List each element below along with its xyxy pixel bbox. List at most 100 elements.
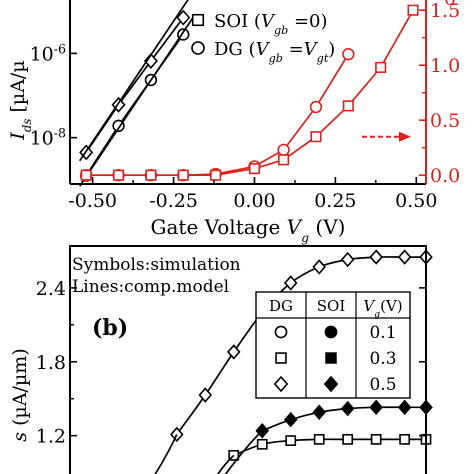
series-a-line: [85, 17, 184, 153]
legend-table-b: DG SOI Vg(V) 0.1 0.3 0.5: [255, 291, 411, 399]
y-left-axis-label-part: I: [7, 132, 29, 141]
data-point: [283, 411, 298, 428]
legend-table-header-vg-part: V: [363, 297, 376, 315]
series-a-3: [78, 0, 189, 162]
legend-label: SOI (Vgb =0): [214, 11, 328, 37]
y-tick-label-b: 2.4: [36, 278, 66, 300]
data-point: [285, 435, 297, 446]
legend-marker: [191, 13, 205, 27]
data-point: [198, 387, 213, 403]
legend-table-header-vg: Vg(V): [363, 297, 402, 320]
data-point: [399, 433, 411, 445]
y-right-tick-label: 0.0: [430, 165, 460, 187]
y-right-tick-label-top: 0: [444, 0, 456, 10]
legend-table-vg-value: 0.5: [369, 375, 396, 395]
y-left-tick-label: 10-8: [30, 125, 66, 150]
series-a-line: [78, 0, 189, 162]
series-b-line: [176, 256, 426, 435]
series-a-5: [79, 47, 355, 182]
series-a-line: [78, 17, 194, 187]
x-tick-label: -0.25: [149, 190, 198, 212]
x-axis-label-part: (V): [309, 215, 345, 239]
legend-table-soi-marker: [324, 325, 338, 339]
data-point: [310, 131, 322, 143]
legend-label-part: V: [256, 39, 271, 60]
x-tick-label: 0.25: [314, 190, 356, 212]
y-left-tick-label-part: -6: [54, 41, 66, 56]
arrow-head: [399, 131, 411, 142]
y-left-tick-label-part: 10: [30, 43, 54, 65]
series-b-3: [228, 433, 432, 461]
data-point: [177, 169, 189, 181]
data-point: [407, 4, 419, 16]
annotation-symbols: Symbols:simulation: [72, 255, 241, 275]
plot-frame-b: [69, 245, 427, 474]
x-tick-label: 0.00: [233, 190, 275, 212]
legend-table-header-soi: SOI: [317, 297, 346, 315]
y-left-tick-label: 10-6: [30, 41, 66, 65]
x-axis-label-part: V: [287, 215, 304, 239]
legend-table-dg-marker: [274, 325, 288, 339]
x-axis-label: Gate Voltage Vg (V): [151, 215, 346, 245]
data-point: [313, 433, 325, 445]
data-point: [397, 249, 412, 265]
legend-table-header-dg: DG: [269, 297, 293, 315]
legend-marker: [191, 41, 205, 55]
data-point: [340, 251, 355, 268]
data-point: [342, 433, 354, 445]
panel-b: 2.41.81.2s (µA/µm)Symbols:simulationLine…: [9, 245, 433, 474]
data-point: [312, 259, 326, 275]
legend-label-part: SOI (: [214, 11, 261, 32]
legend-label-part: gb: [274, 24, 288, 37]
panel-label-b: (b): [92, 315, 128, 341]
data-point: [226, 344, 241, 360]
x-tick-label: -0.50: [68, 190, 117, 212]
y-left-axis-label-part: [µA/µ: [7, 60, 29, 118]
data-point: [375, 61, 387, 73]
data-point: [80, 169, 92, 181]
data-point: [256, 438, 268, 450]
y-left-tick-label-top-part: -6: [54, 0, 66, 2]
x-axis-label-part: g: [301, 230, 309, 245]
legend-label-part: gt: [317, 52, 329, 65]
series-a-4: [78, 17, 194, 187]
legend-label-part: =0): [288, 11, 327, 32]
y-axis-label-b-part: (µA/µm): [9, 348, 31, 432]
data-point: [228, 449, 240, 461]
series-b-line-extension: [224, 430, 263, 474]
legend-label: DG (Vgb =Vgt): [214, 39, 335, 65]
legend-label-part: DG (: [214, 39, 256, 60]
data-point: [283, 275, 298, 291]
legend-table-soi-marker: [323, 375, 339, 393]
legend-table-vg-value: 0.1: [369, 323, 396, 343]
legend-label-part: gb: [269, 52, 283, 65]
data-point: [143, 53, 158, 69]
legend-table-vg-value: 0.3: [369, 349, 396, 369]
data-point: [112, 169, 125, 181]
legend-table-soi-marker: [325, 352, 337, 364]
y-right-tick-label: 1.0: [430, 55, 460, 77]
data-point: [397, 399, 412, 416]
y-left-tick-label-part: -8: [54, 125, 66, 140]
legend-a: SOI (Vgb =0)DG (Vgb =Vgt): [191, 11, 335, 65]
y-right-tick-label: 1.5: [430, 0, 460, 22]
data-point: [370, 433, 382, 445]
legend-label-part: =: [283, 39, 304, 60]
data-point: [248, 163, 261, 175]
legend-label-part: ): [328, 39, 335, 60]
x-tick-label: 0.50: [395, 190, 437, 212]
y-axis-label-b-part: s: [9, 432, 31, 442]
x-axis-label-part: Gate Voltage: [151, 215, 287, 239]
y-left-axis-label: Ids [µA/µ: [7, 60, 34, 140]
data-point: [145, 169, 157, 181]
series-b-line-extension: [154, 434, 178, 474]
series-b-line-extension: [216, 454, 235, 474]
y-axis-label-b: s (µA/µm): [9, 348, 31, 441]
data-point: [312, 404, 326, 420]
legend-table-header-vg-part: g: [374, 309, 380, 320]
data-point: [369, 249, 383, 265]
data-point: [309, 100, 323, 114]
y-right-tick-label: 0.5: [430, 110, 460, 132]
